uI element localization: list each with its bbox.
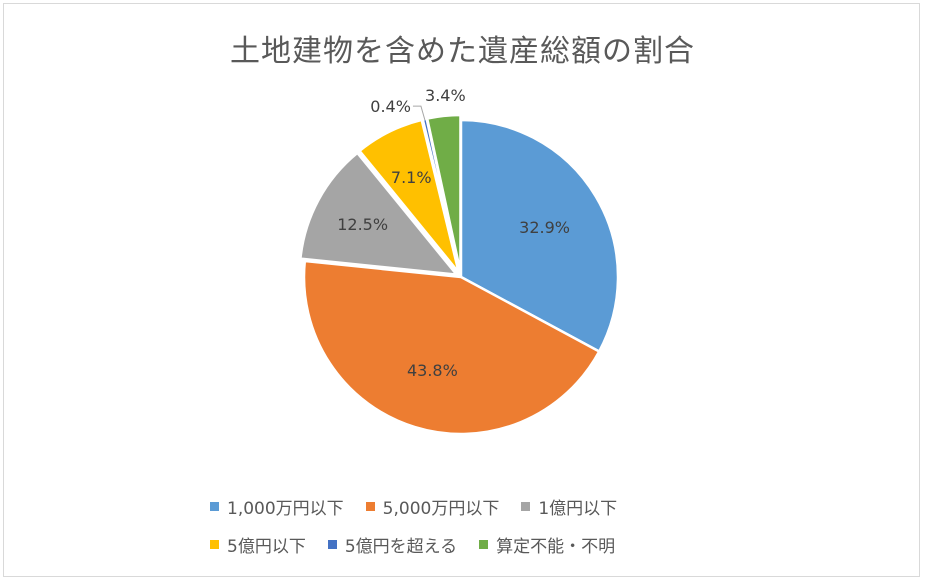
legend-item: 5億円以下 [210, 532, 306, 557]
legend-label: 算定不能・不明 [496, 536, 616, 557]
legend-item: 算定不能・不明 [479, 532, 615, 557]
legend-swatch [521, 501, 531, 511]
legend: 1,000万円以下 5,000万円以下 1億円以下 5億円以下 5億円を超える … [210, 494, 770, 570]
data-label: 12.5% [337, 215, 388, 234]
legend-label: 1億円以下 [538, 498, 618, 519]
legend-swatch [365, 501, 375, 511]
chart-title: 土地建物を含めた遺産総額の割合 [230, 34, 695, 69]
leader-line [412, 105, 426, 121]
legend-label: 1,000万円以下 [227, 498, 344, 519]
legend-label: 5,000万円以下 [382, 498, 500, 519]
legend-label: 5億円を超える [344, 536, 458, 557]
legend-swatch [210, 539, 219, 549]
pie-slice [425, 113, 462, 273]
pie-slice [302, 259, 601, 436]
legend-swatch [210, 501, 219, 511]
pie-slice [299, 151, 460, 277]
legend-label: 5億円以下 [227, 536, 306, 557]
data-label: 43.8% [407, 361, 458, 380]
legend-item: 5億円を超える [327, 532, 458, 557]
legend-row-2: 5億円以下 5億円を超える 算定不能・不明 [210, 532, 770, 557]
legend-swatch [479, 539, 489, 549]
legend-swatch [327, 539, 337, 549]
legend-item: 1億円以下 [521, 494, 617, 519]
data-label: 32.9% [519, 218, 570, 237]
data-label: 3.4% [425, 86, 466, 105]
legend-row-1: 1,000万円以下 5,000万円以下 1億円以下 [210, 494, 770, 519]
legend-item: 5,000万円以下 [365, 494, 500, 519]
data-label: 0.4% [370, 97, 411, 116]
pie-slice [459, 118, 620, 354]
data-label: 7.1% [391, 168, 432, 187]
legend-item: 1,000万円以下 [210, 494, 344, 519]
